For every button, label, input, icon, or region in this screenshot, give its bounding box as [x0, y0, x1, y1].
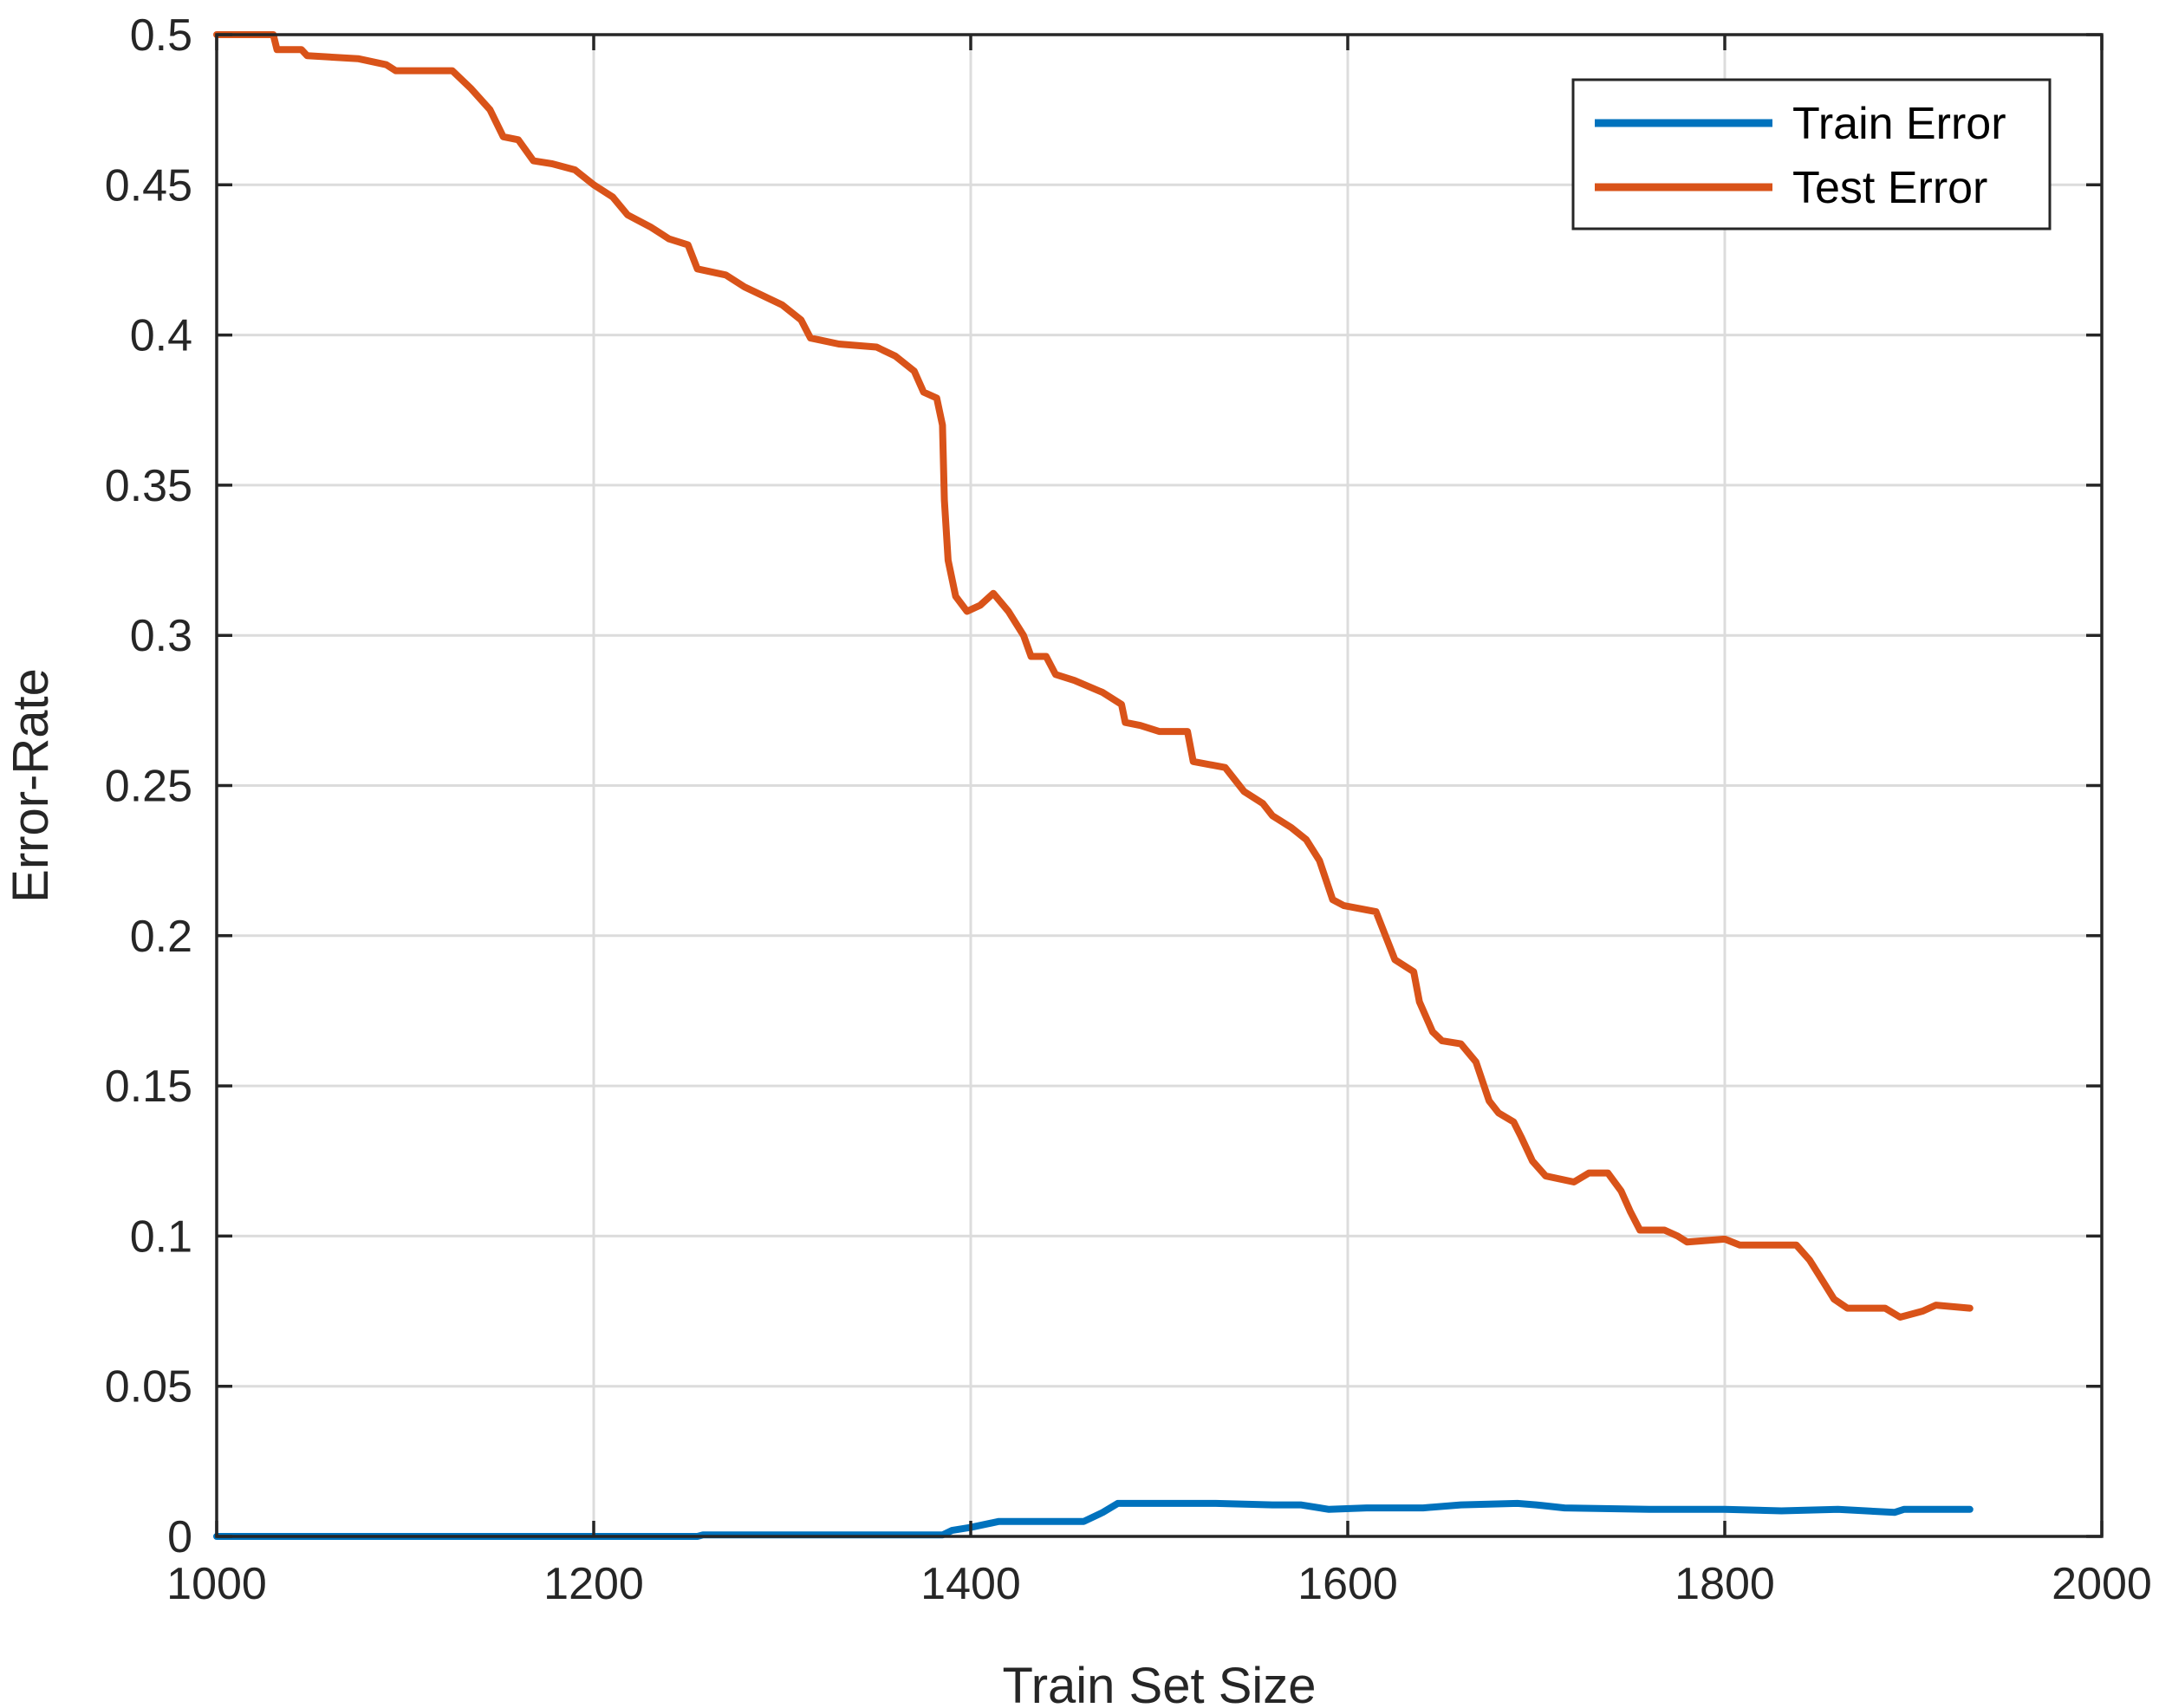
y-axis-label: Error-Rate	[3, 668, 59, 903]
legend-box	[1571, 78, 2052, 231]
y-tick-label: 0.1	[130, 1211, 192, 1262]
y-tick-labels: 0 0.05 0.1 0.15 0.2 0.25 0.3 0.35 0.4 0.45 0.5	[105, 10, 192, 1562]
legend-label-test-error: Test Error	[1792, 163, 1987, 213]
y-tick-label: 0.25	[105, 762, 192, 812]
y-tick-label: 0.15	[105, 1062, 192, 1112]
series-line-test-error	[213, 31, 1974, 1321]
x-tick-label: 1600	[1297, 1559, 1398, 1609]
x-tick-label: 1800	[1675, 1559, 1775, 1609]
y-tick-label: 0.3	[130, 611, 192, 661]
series-lines	[213, 31, 1974, 1540]
y-tick-label: 0.05	[105, 1362, 192, 1413]
x-axis-label: Train Set Size	[1002, 1658, 1316, 1708]
x-tick-label: 2000	[2052, 1559, 2152, 1609]
legend: Train Error Test Error	[1571, 78, 2052, 231]
x-tick-label: 1200	[543, 1559, 644, 1609]
y-tick-label: 0.4	[130, 311, 192, 361]
y-tick-label: 0	[167, 1512, 192, 1562]
x-tick-label: 1000	[166, 1559, 267, 1609]
legend-label-train-error: Train Error	[1792, 99, 2006, 149]
x-tick-labels: 1000 1200 1400 1600 1800 2000	[166, 1559, 2152, 1609]
series-line-train-error	[213, 1499, 1974, 1540]
x-tick-label: 1400	[920, 1559, 1021, 1609]
y-tick-label: 0.2	[130, 912, 192, 962]
y-tick-label: 0.5	[130, 10, 192, 61]
y-tick-label: 0.45	[105, 160, 192, 211]
tick-marks	[215, 33, 2104, 1538]
y-tick-label: 0.35	[105, 461, 192, 511]
